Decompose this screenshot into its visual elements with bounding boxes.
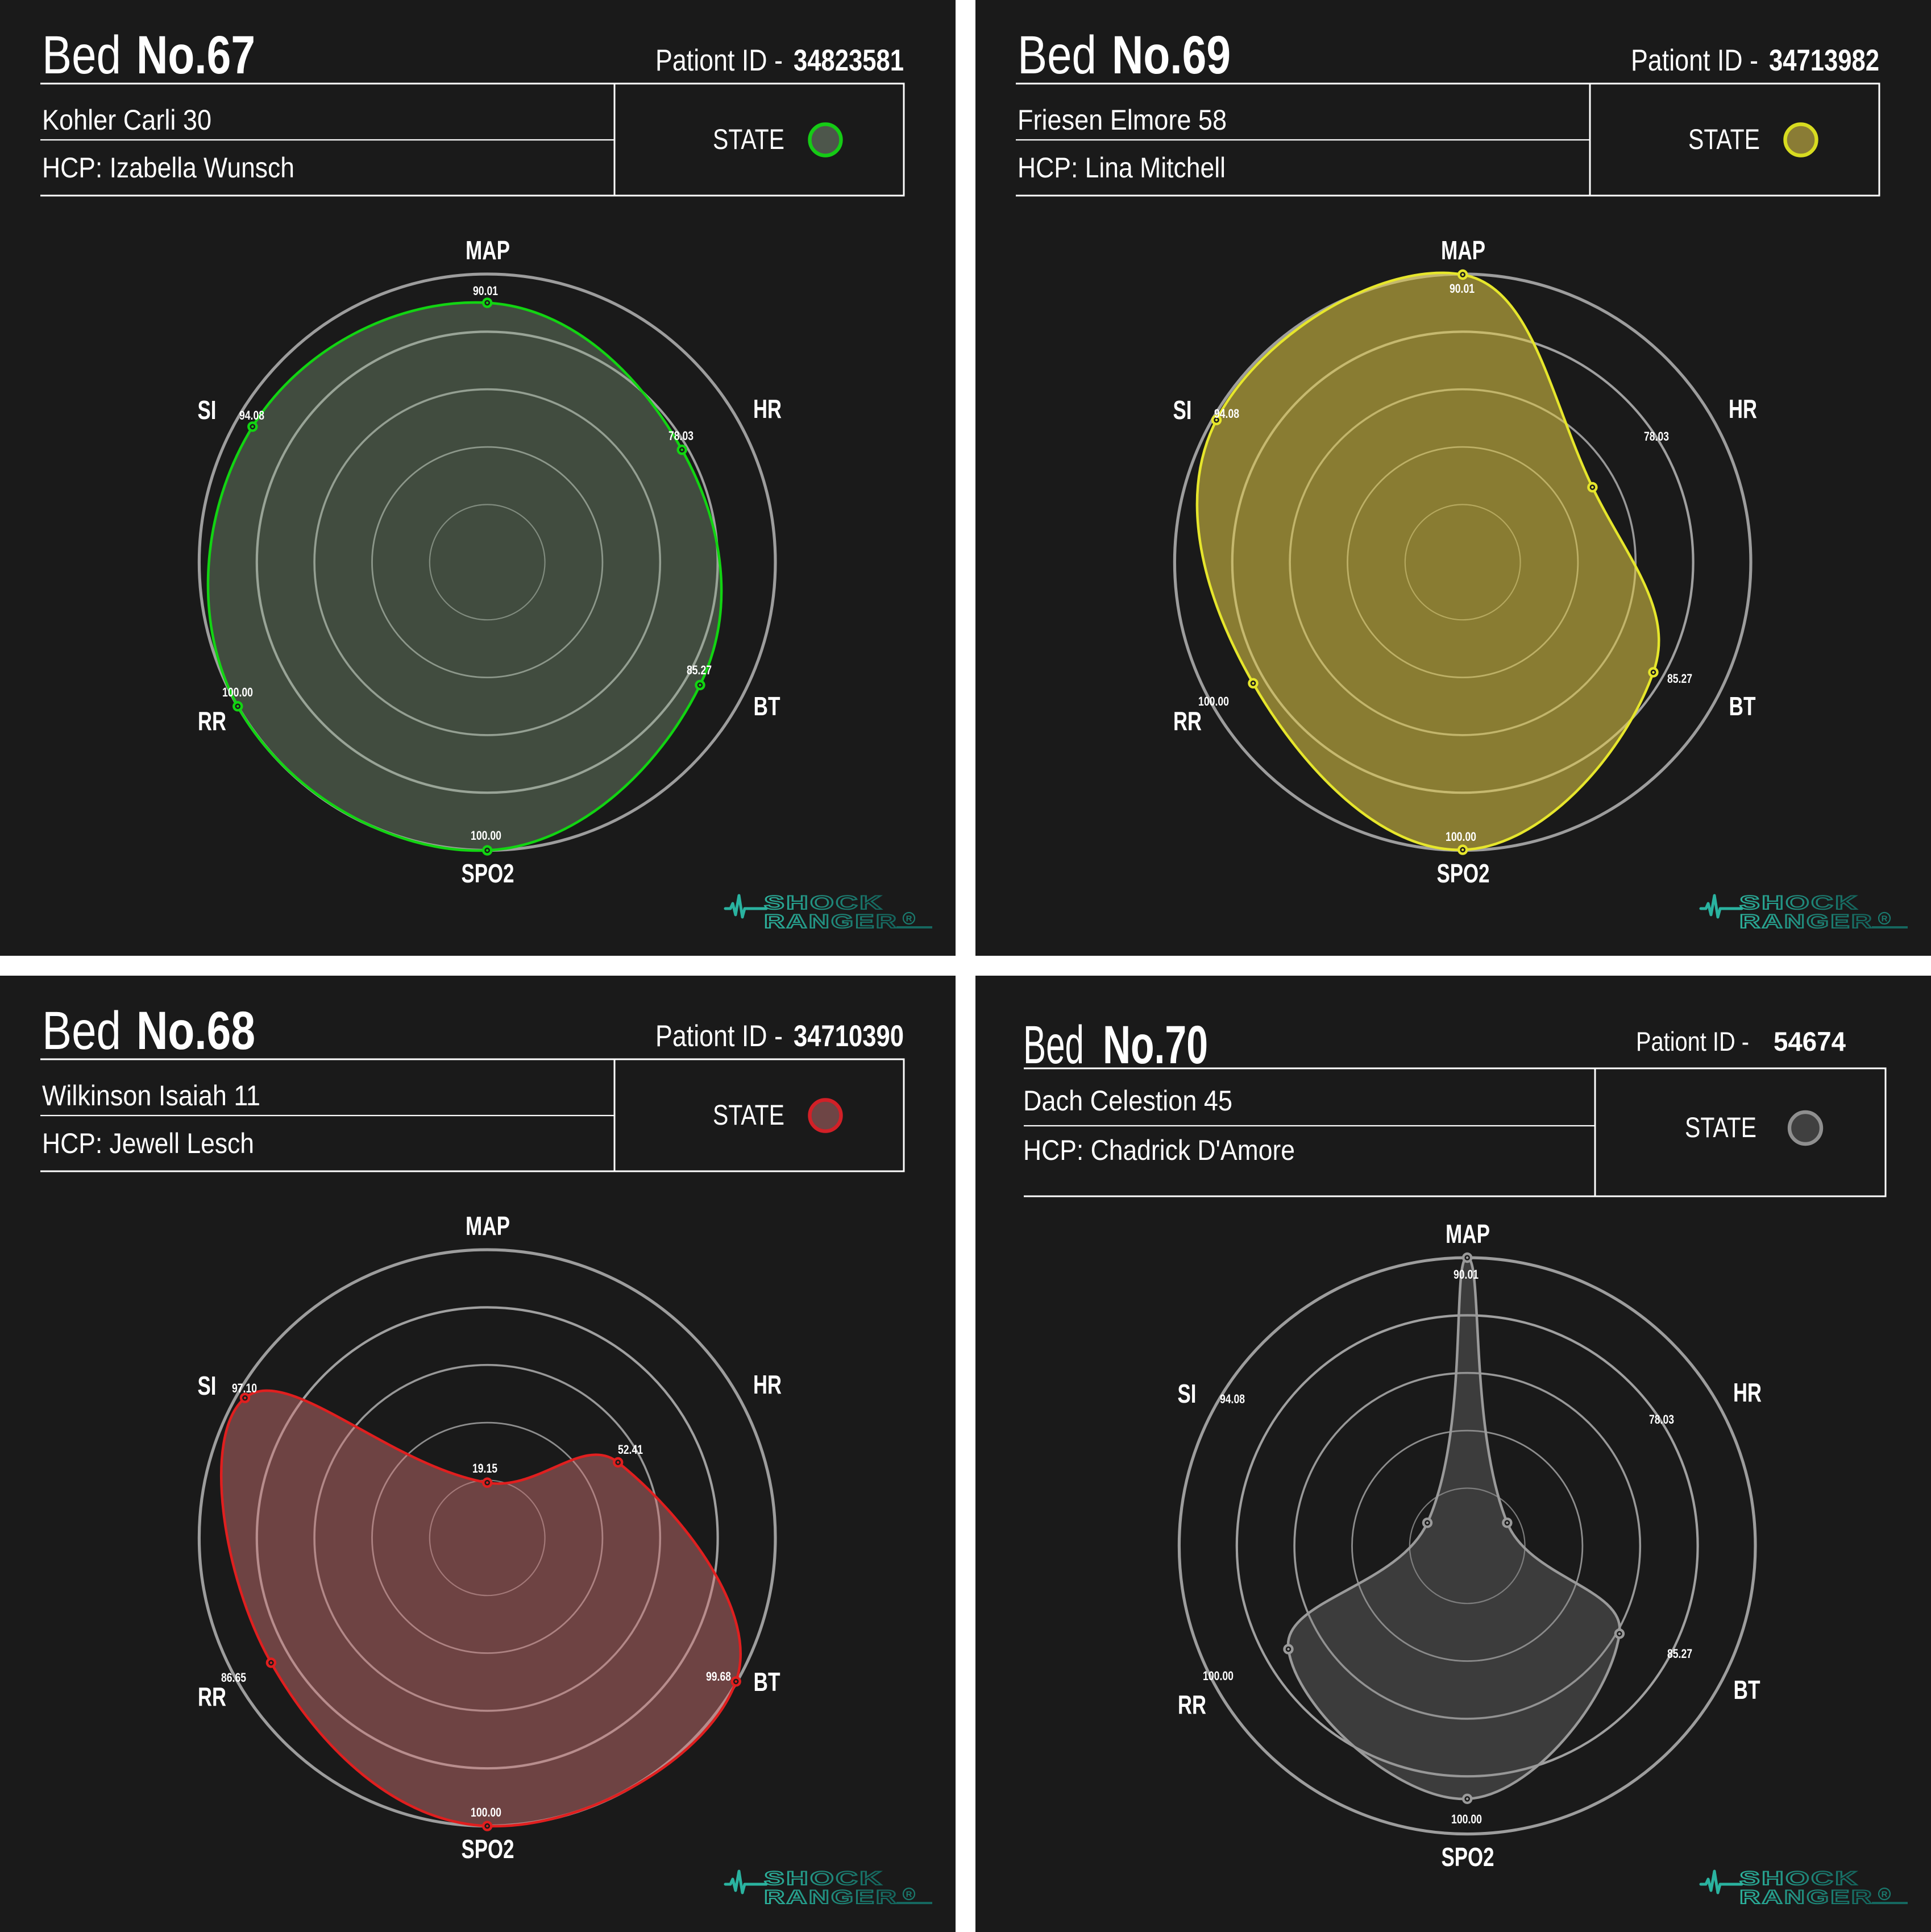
svg-text:R: R	[1882, 914, 1888, 924]
svg-text:R: R	[906, 1890, 912, 1900]
svg-text:SHOCK: SHOCK	[764, 892, 883, 914]
svg-text:34710390: 34710390	[794, 1019, 904, 1053]
svg-text:SHOCK: SHOCK	[1739, 1868, 1859, 1889]
svg-text:BT: BT	[1729, 691, 1756, 721]
svg-text:86.65: 86.65	[221, 1670, 246, 1685]
svg-text:STATE: STATE	[713, 123, 784, 155]
svg-text:100.00: 100.00	[222, 685, 253, 699]
svg-text:MAP: MAP	[466, 1211, 510, 1241]
svg-text:Bed: Bed	[1023, 1015, 1084, 1075]
svg-text:Pationt ID -: Pationt ID -	[1636, 1026, 1749, 1056]
svg-text:RR: RR	[1173, 706, 1202, 736]
svg-text:SHOCK: SHOCK	[764, 1868, 883, 1889]
svg-text:SPO2: SPO2	[462, 1834, 514, 1864]
svg-text:Dach Celestion 45: Dach Celestion 45	[1023, 1085, 1232, 1117]
svg-text:100.00: 100.00	[471, 828, 501, 843]
svg-text:90.01: 90.01	[1450, 281, 1475, 296]
svg-text:No.70: No.70	[1103, 1015, 1208, 1075]
svg-text:MAP: MAP	[1441, 235, 1485, 265]
svg-text:Pationt ID -: Pationt ID -	[655, 44, 783, 77]
svg-text:RR: RR	[1178, 1690, 1206, 1719]
svg-text:SI: SI	[198, 1371, 217, 1400]
svg-text:R: R	[1882, 1890, 1888, 1900]
svg-text:MAP: MAP	[466, 235, 510, 265]
svg-text:RR: RR	[198, 706, 226, 736]
svg-text:Friesen Elmore 58: Friesen Elmore 58	[1018, 104, 1227, 136]
svg-text:HR: HR	[1729, 394, 1757, 424]
svg-text:SHOCK: SHOCK	[1739, 892, 1859, 914]
svg-text:SI: SI	[1173, 395, 1192, 425]
svg-text:Pationt ID -: Pationt ID -	[1631, 44, 1758, 77]
svg-text:94.08: 94.08	[1220, 1392, 1245, 1406]
svg-text:Bed: Bed	[42, 1001, 121, 1061]
svg-text:No.69: No.69	[1112, 25, 1231, 85]
svg-text:85.27: 85.27	[1667, 1647, 1692, 1661]
svg-text:STATE: STATE	[1688, 123, 1760, 155]
svg-text:Wilkinson Isaiah 11: Wilkinson Isaiah 11	[42, 1080, 260, 1112]
svg-text:RANGER: RANGER	[764, 911, 898, 932]
svg-text:RANGER: RANGER	[1739, 911, 1874, 932]
svg-text:Pationt ID -: Pationt ID -	[655, 1019, 783, 1053]
svg-text:RR: RR	[198, 1682, 226, 1711]
svg-text:No.68: No.68	[136, 1001, 255, 1061]
svg-text:RANGER: RANGER	[1739, 1887, 1874, 1908]
svg-text:94.08: 94.08	[239, 408, 264, 422]
svg-text:34713982: 34713982	[1769, 44, 1879, 77]
svg-text:HR: HR	[1733, 1378, 1762, 1407]
svg-text:19.15: 19.15	[472, 1461, 497, 1475]
svg-text:BT: BT	[754, 1667, 780, 1697]
svg-text:78.03: 78.03	[1644, 429, 1669, 443]
svg-text:BT: BT	[1734, 1675, 1760, 1705]
svg-text:R: R	[906, 914, 912, 924]
svg-text:STATE: STATE	[713, 1099, 784, 1131]
svg-text:HR: HR	[753, 394, 782, 424]
svg-text:99.68: 99.68	[706, 1669, 731, 1684]
svg-text:100.00: 100.00	[471, 1805, 501, 1819]
svg-text:Bed: Bed	[42, 25, 121, 85]
svg-text:78.03: 78.03	[668, 429, 694, 443]
svg-text:SI: SI	[198, 395, 217, 425]
svg-text:STATE: STATE	[1685, 1112, 1756, 1143]
svg-text:90.01: 90.01	[473, 284, 498, 298]
svg-text:Kohler Carli 30: Kohler Carli 30	[42, 104, 211, 136]
svg-text:100.00: 100.00	[1203, 1669, 1234, 1683]
svg-text:54674: 54674	[1774, 1026, 1846, 1056]
svg-text:Bed: Bed	[1018, 25, 1097, 85]
svg-text:78.03: 78.03	[1649, 1412, 1674, 1427]
svg-text:RANGER: RANGER	[764, 1887, 898, 1908]
svg-text:HCP: Lina Mitchell: HCP: Lina Mitchell	[1018, 152, 1226, 184]
svg-text:HR: HR	[753, 1370, 782, 1399]
svg-text:HCP: Jewell Lesch: HCP: Jewell Lesch	[42, 1127, 254, 1159]
svg-text:90.01: 90.01	[1454, 1267, 1479, 1282]
svg-text:100.00: 100.00	[1198, 694, 1229, 708]
svg-text:94.08: 94.08	[1214, 407, 1239, 421]
svg-text:52.41: 52.41	[618, 1442, 643, 1457]
svg-text:No.67: No.67	[136, 25, 255, 85]
svg-text:BT: BT	[754, 691, 780, 721]
svg-text:85.27: 85.27	[1667, 671, 1692, 686]
svg-text:SI: SI	[1178, 1379, 1197, 1408]
svg-text:SPO2: SPO2	[1437, 859, 1490, 888]
svg-text:97.10: 97.10	[232, 1381, 257, 1395]
svg-text:SPO2: SPO2	[462, 859, 514, 888]
svg-text:34823581: 34823581	[794, 44, 904, 77]
svg-text:100.00: 100.00	[1446, 830, 1476, 844]
svg-text:HCP: Izabella Wunsch: HCP: Izabella Wunsch	[42, 152, 294, 184]
svg-text:100.00: 100.00	[1451, 1812, 1482, 1826]
svg-text:85.27: 85.27	[687, 663, 712, 677]
svg-text:MAP: MAP	[1446, 1219, 1490, 1249]
svg-text:SPO2: SPO2	[1442, 1842, 1494, 1872]
svg-text:HCP: Chadrick D'Amore: HCP: Chadrick D'Amore	[1023, 1134, 1295, 1166]
